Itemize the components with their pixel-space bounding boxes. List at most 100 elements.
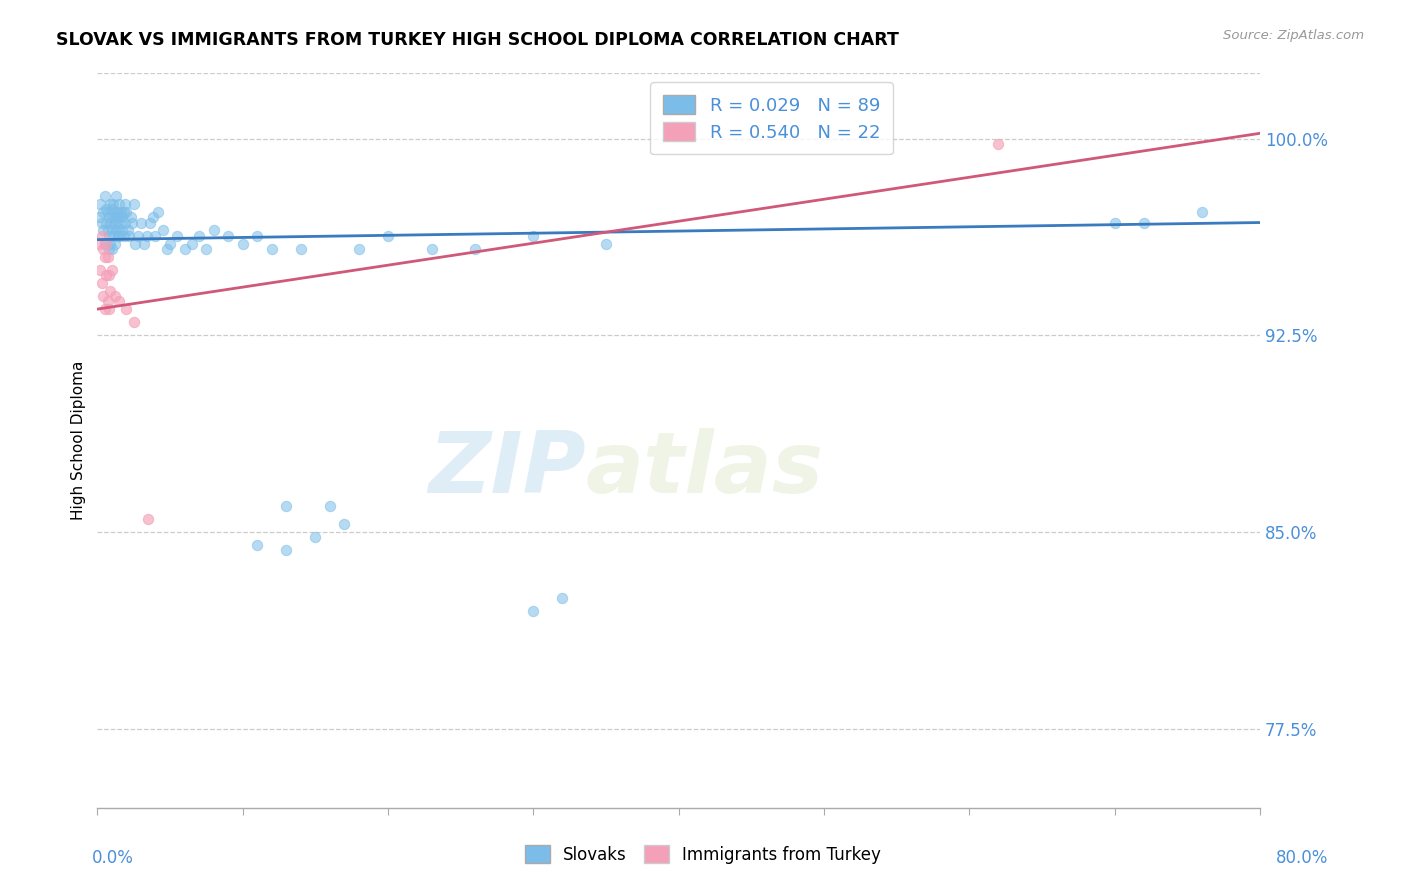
Point [112, 228, 135, 243]
Point [522, 228, 544, 243]
Point [110, 215, 132, 229]
Point [93, 189, 115, 203]
Point [103, 228, 125, 243]
Point [246, 538, 269, 552]
Point [127, 228, 149, 243]
Point [145, 228, 167, 243]
Point [347, 242, 370, 256]
Point [90, 276, 112, 290]
Point [156, 242, 179, 256]
Point [108, 228, 131, 243]
Point [246, 228, 269, 243]
Point [93, 236, 115, 251]
Point [180, 236, 202, 251]
Point [142, 211, 165, 225]
Point [94, 236, 117, 251]
Point [107, 228, 129, 243]
Point [377, 228, 399, 243]
Point [96, 250, 118, 264]
Point [100, 236, 122, 251]
Point [98, 228, 121, 243]
Text: atlas: atlas [586, 428, 824, 511]
Point [104, 215, 127, 229]
Point [1104, 215, 1126, 229]
Point [94, 268, 117, 282]
Point [333, 517, 356, 532]
Point [173, 242, 195, 256]
Point [217, 228, 239, 243]
Point [101, 220, 124, 235]
Text: 0.0%: 0.0% [91, 849, 134, 867]
Point [108, 197, 131, 211]
Point [91, 223, 114, 237]
Point [260, 242, 283, 256]
Point [987, 136, 1010, 151]
Point [304, 530, 326, 544]
Point [87, 211, 110, 225]
Text: SLOVAK VS IMMIGRANTS FROM TURKEY HIGH SCHOOL DIPLOMA CORRELATION CHART: SLOVAK VS IMMIGRANTS FROM TURKEY HIGH SC… [56, 31, 898, 49]
Point [108, 294, 131, 309]
Point [96, 294, 118, 309]
Point [100, 215, 122, 229]
Point [159, 236, 181, 251]
Point [202, 223, 225, 237]
Point [104, 289, 127, 303]
Point [96, 205, 118, 219]
Y-axis label: High School Diploma: High School Diploma [72, 360, 86, 520]
Point [111, 223, 134, 237]
Point [105, 211, 128, 225]
Point [93, 302, 115, 317]
Point [101, 262, 124, 277]
Point [290, 242, 312, 256]
Point [115, 205, 138, 219]
Point [118, 228, 141, 243]
Point [420, 242, 443, 256]
Point [90, 215, 112, 229]
Point [121, 215, 143, 229]
Point [96, 223, 118, 237]
Text: 80.0%: 80.0% [1277, 849, 1329, 867]
Point [98, 268, 121, 282]
Point [148, 205, 170, 219]
Legend: R = 0.029   N = 89, R = 0.540   N = 22: R = 0.029 N = 89, R = 0.540 N = 22 [650, 82, 893, 154]
Point [232, 236, 254, 251]
Point [110, 205, 132, 219]
Point [522, 604, 544, 618]
Text: Source: ZipAtlas.com: Source: ZipAtlas.com [1223, 29, 1364, 42]
Point [115, 302, 138, 317]
Point [319, 499, 342, 513]
Point [91, 205, 114, 219]
Point [1191, 205, 1213, 219]
Point [122, 315, 145, 329]
Point [111, 211, 134, 225]
Point [104, 205, 127, 219]
Point [132, 236, 155, 251]
Point [276, 499, 298, 513]
Point [89, 262, 111, 277]
Point [129, 215, 152, 229]
Point [117, 223, 139, 237]
Point [105, 223, 128, 237]
Point [107, 220, 129, 235]
Point [195, 242, 218, 256]
Point [98, 242, 121, 256]
Point [91, 289, 114, 303]
Point [98, 211, 121, 225]
Point [89, 197, 111, 211]
Point [104, 236, 127, 251]
Text: ZIP: ZIP [427, 428, 586, 511]
Legend: Slovaks, Immigrants from Turkey: Slovaks, Immigrants from Turkey [519, 838, 887, 871]
Point [135, 228, 157, 243]
Point [101, 202, 124, 217]
Point [166, 228, 188, 243]
Point [595, 236, 617, 251]
Point [276, 543, 298, 558]
Point [1132, 215, 1154, 229]
Point [120, 211, 142, 225]
Point [90, 228, 112, 243]
Point [103, 211, 125, 225]
Point [93, 250, 115, 264]
Point [103, 197, 125, 211]
Point [100, 284, 122, 298]
Point [87, 236, 110, 251]
